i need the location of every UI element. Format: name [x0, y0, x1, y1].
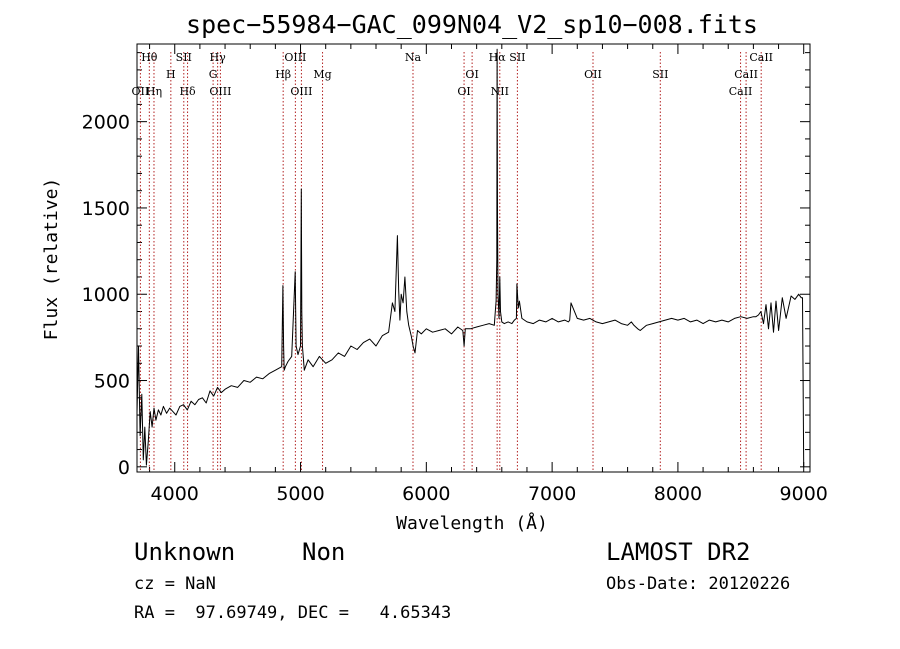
redshift-text: cz = NaN	[134, 574, 216, 594]
line-label: CaII	[749, 51, 773, 64]
line-label: OII	[584, 68, 602, 81]
line-label: H	[166, 68, 176, 81]
chart-title: spec−55984−GAC_099N04_V2_sp10−008.fits	[186, 10, 758, 39]
line-label: OI	[465, 68, 478, 81]
y-tick-label: 1000	[82, 284, 130, 306]
x-tick-label: 8000	[654, 483, 702, 505]
x-tick-label: 9000	[780, 483, 828, 505]
y-tick-label: 500	[94, 371, 130, 393]
line-label: Na	[405, 51, 422, 64]
line-label: OIII	[284, 51, 306, 64]
y-tick-label: 2000	[82, 112, 130, 134]
line-label: OIII	[290, 85, 312, 98]
line-label: SII	[509, 51, 525, 64]
obs-date: Obs-Date: 20120226	[606, 574, 791, 594]
coordinates: RA = 97.69749, DEC = 4.65343	[134, 603, 452, 623]
line-label: OI	[457, 85, 470, 98]
line-label: Mg	[313, 68, 331, 81]
line-label: CaII	[734, 68, 758, 81]
line-label: G	[209, 68, 218, 81]
line-label: OII	[132, 85, 150, 98]
x-tick-label: 4000	[151, 483, 199, 505]
line-label: SII	[176, 51, 192, 64]
plot-frame	[136, 43, 811, 473]
line-label: Hγ	[210, 51, 227, 64]
class-name: Unknown	[134, 538, 236, 566]
line-markers	[139, 52, 762, 472]
x-tick-label: 7000	[528, 483, 576, 505]
line-label: OIII	[209, 85, 231, 98]
y-tick-label: 1500	[82, 198, 130, 220]
spectrum	[136, 48, 805, 467]
x-tick-label: 6000	[402, 483, 450, 505]
line-label: Hη	[146, 85, 162, 98]
y-axis-label: Flux (relative)	[41, 178, 62, 341]
x-axis-label: Wavelength (Å)	[396, 512, 548, 534]
axes: 4000 5000 6000 7000 8000 9000 0 500 1000 1500 2000	[82, 43, 828, 505]
subclass: Non	[302, 538, 346, 566]
x-tick-label: 5000	[276, 483, 324, 505]
line-label: NII	[491, 85, 509, 98]
line-label: Hβ	[275, 68, 291, 81]
line-label: Hδ	[179, 85, 196, 98]
line-label: SII	[652, 68, 668, 81]
line-label: Hθ	[141, 51, 158, 64]
line-label: CaII	[729, 85, 753, 98]
spectrum-line	[136, 48, 805, 467]
line-labels: HθOIIHηHSIIHδHγGOIIIOIIIHβOIIIMgNaOIOIHα…	[132, 51, 773, 98]
survey-name: LAMOST DR2	[606, 538, 751, 566]
y-tick-label: 0	[118, 457, 130, 479]
